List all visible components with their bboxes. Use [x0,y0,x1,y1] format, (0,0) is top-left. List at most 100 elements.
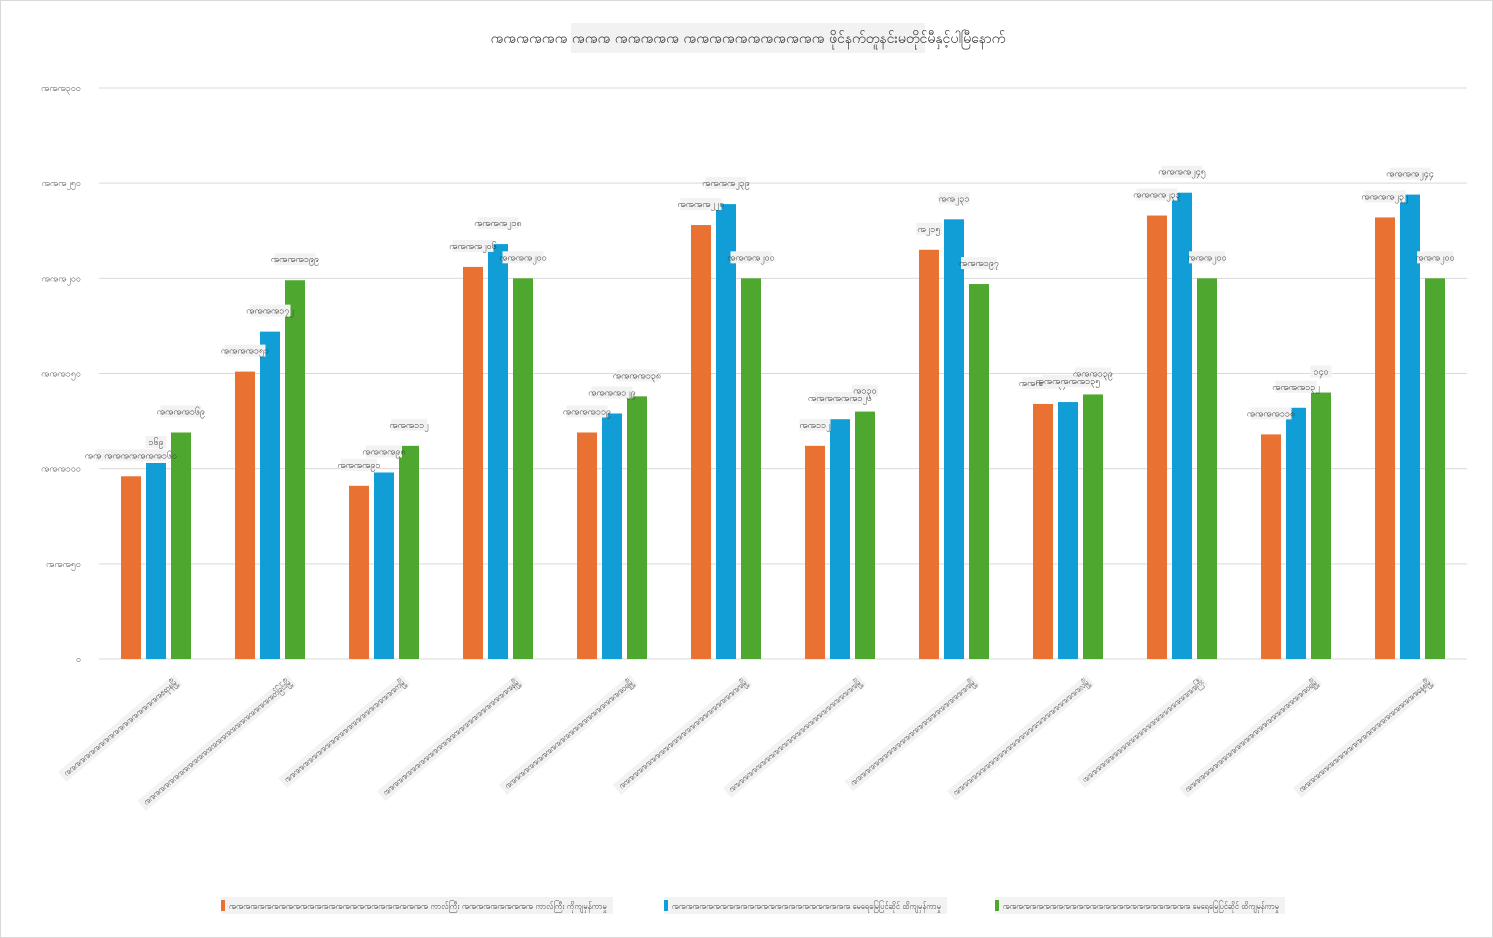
bar [1083,394,1103,659]
bar [513,278,533,659]
data-label-background [477,217,519,230]
bar [855,411,875,659]
data-label: ꩠꩠꩠ၁၁၂ [389,421,428,432]
data-label: ꩠꩠꩠꩠ၂၀၀ [727,253,775,264]
legend-swatch [995,900,999,911]
data-label: ꩠꩠꩠꩠ၁၁၉ [563,408,611,419]
bar [488,244,508,659]
data-label-background [961,257,997,270]
data-label: ꩠꩠꩠꩠ၁၂၉ [588,388,636,399]
x-tick-group: ꩠꩠꩠꩠꩠꩠꩠꩠꩠꩠꩠꩠꩠꩠꩠꩠꩠꩠꩠꩠꩠꩠꩠꩠꩠꩠꩠꩠꩠမြို့ [722,674,867,798]
data-label-background [452,239,494,252]
bar [1375,217,1395,659]
data-label: ꩠꩠꩠꩠ၂၄၄ [1386,170,1434,181]
x-tick-group: ꩠꩠꩠꩠꩠꩠꩠꩠꩠꩠꩠꩠꩠꩠꩠꩠꩠꩠꩠꩠၕရာနမြို့ [58,674,183,782]
x-axis-ticks: ꩠꩠꩠꩠꩠꩠꩠꩠꩠꩠꩠꩠꩠꩠꩠꩠꩠꩠꩠꩠၕရာနမြို့ ꩠꩠꩠꩠꩠꩠꩠꩠꩠꩠꩠ… [58,674,1437,811]
data-label-background [249,304,291,317]
x-tick-background [1178,674,1323,798]
x-tick-background [1076,674,1209,789]
data-label: ꩠ၁၃၀ [853,387,876,398]
bar [1147,215,1167,660]
data-label-background [502,251,544,264]
data-label-background [1136,188,1178,201]
data-label-background [391,418,427,431]
x-tick-group: ꩠꩠꩠꩠꩠꩠꩠꩠꩠꩠꩠꩠꩠꩠꩠꩠꩠꩠꩠꩠꩠꩠꩠꩠꩠꩠꩠကြီး [1076,674,1209,789]
x-tick-background [58,674,183,782]
x-tick-background [722,674,867,798]
x-tick-background [377,674,525,802]
data-label: ꩠꩠ၂၃၁ [938,194,969,205]
data-label: ꩠꩠ၁၁၂ [799,421,830,432]
title-background [571,23,925,53]
x-tick-background [1292,674,1437,798]
x-tick-background [498,674,639,795]
bar [969,284,989,659]
data-label: ꩠꩠꩠꩠ၁၆၉ [157,407,205,419]
x-tick-background [844,674,981,792]
y-axis-ticks: ၀ ꩠꩠꩠ၅၀ ꩠꩠꩠ၁၀၀ ꩠꩠꩠ၁၅၀ ꩠꩠꩠ၂၀၀ ꩠꩠꩠ၂၅၀ ꩠꩠꩠ၃၀၀ [41,84,81,665]
data-label-background [591,386,633,399]
bar [627,396,647,659]
bar [349,485,369,659]
x-tick-label: ꩠꩠꩠꩠꩠꩠꩠꩠꩠꩠꩠꩠꩠꩠꩠꩠꩠꩠꩠꩠꩠꩠꩠꩠꩠꩠꩠꩠꩠနမြို့ [380,676,523,799]
data-label-background [145,435,167,448]
data-label: ꩠꩠꩠꩠ၂၂၈ [678,200,725,211]
data-label: ꩠꩠꩠꩠ၂၁၈ [474,219,522,230]
x-tick-label: ꩠꩠꩠꩠꩠꩠꩠꩠꩠꩠꩠꩠꩠꩠꩠꩠꩠꩠꩠꩠꩠꩠꩠꩠꩠꩠꩠꩠမြို့ [616,676,751,792]
data-label-background [852,384,878,397]
data-label-background [680,198,722,211]
data-label: ꩠ၂၁၅ [918,225,941,236]
data-label: ꩠꩠꩠꩠ၉၈ [362,447,405,458]
data-label: ꩠꩠꩠ၂၀၀ [1415,253,1454,264]
bar [399,445,419,659]
data-label-background [1275,380,1317,393]
bar [146,462,166,659]
data-label: ꩠꩠꩠꩠ၁၁၈ [1247,409,1295,419]
y-tick-label: ꩠꩠꩠ၅၀ [46,560,81,571]
data-label: ၁၄၀ [1313,368,1328,379]
bar [716,204,736,659]
x-tick-group: ꩠꩠꩠꩠꩠꩠꩠꩠꩠꩠꩠꩠꩠꩠꩠꩠꩠꩠꩠꩠꩠꩠꩠꩠꩠꩠꩠမြို့ [844,674,981,792]
y-tick-label: ꩠꩠꩠ၂၅၀ [42,179,81,190]
data-label: ꩠꩠ ꩠꩠꩠꩠꩠꩠꩠ၁၆၀ [85,450,177,461]
data-label: ꩠꩠꩠꩠ၂၃၂ [1362,192,1409,203]
data-label-background [95,449,167,462]
data-label-background [224,344,266,357]
bar [1400,194,1420,659]
bar [1033,403,1053,659]
y-tick-label: ꩠꩠꩠ၁၀၀ [41,465,81,475]
data-label: ꩠꩠꩠꩠ၁၃၈ [613,371,661,382]
data-label-background [1189,251,1225,264]
data-label: ꩠꩠꩠꩠ၁၇၂ [246,307,294,318]
x-tick-background [612,674,753,795]
bar [285,280,305,659]
x-tick-label: ꩠꩠꩠꩠꩠꩠꩠꩠꩠꩠꩠꩠꩠꩠꩠꩠꩠꩠꩠꩠꩠꩠꩠꩠꩠꩠꩠမြို့ [848,676,979,789]
x-tick-background [947,674,1095,802]
data-label-background [1417,251,1453,264]
data-label-background [1075,367,1111,380]
data-label: ꩠꩠꩠꩠꩠꩠ၁၃၅ [1036,377,1101,388]
bars [121,192,1445,660]
bar [805,445,825,659]
x-tick-group: ꩠꩠꩠꩠꩠꩠꩠꩠꩠꩠꩠꩠꩠꩠꩠꩠꩠꩠꩠꩠꩠꩠꩠꩠꩠꩠ၀ရမြို့ [498,674,639,795]
data-label-background [1310,365,1332,378]
bar [1172,192,1192,659]
bar [944,219,964,659]
chart-title-group: ꩠꩠꩠꩠꩠꩠ ꩠꩠꩠ ꩠꩠꩠꩠꩠ ꩠꩠꩠꩠꩠꩠꩠꩠꩠꩠꩠ ဖိုင်နက်တူန… [491,23,1006,53]
y-tick-label: ꩠꩠꩠ၃၀၀ [41,84,81,95]
x-tick-label: ꩠꩠꩠꩠꩠꩠꩠꩠꩠꩠꩠꩠꩠꩠꩠꩠꩠꩠꩠꩠၕရာနမြို့ [61,676,181,779]
bar [235,371,255,659]
bar [1286,407,1306,659]
data-label-background [366,445,402,458]
data-label-background [566,405,608,418]
bar [919,249,939,660]
data-label: ၁၆၉ [148,437,163,449]
data-label-background [616,369,658,382]
bar [691,225,711,660]
legend-label: ꩠꩠꩠꩠꩠꩠꩠꩠꩠꩠꩠꩠꩠꩠꩠꩠꩠꩠꩠꩠꩠꩠꩠꩠꩠꩠꩠꩠ ကာလ်ကြီး ꩠꩠ… [229,900,607,913]
bar [1058,402,1078,659]
data-label: ꩠꩠꩠ၂၀၀ [1187,253,1226,264]
